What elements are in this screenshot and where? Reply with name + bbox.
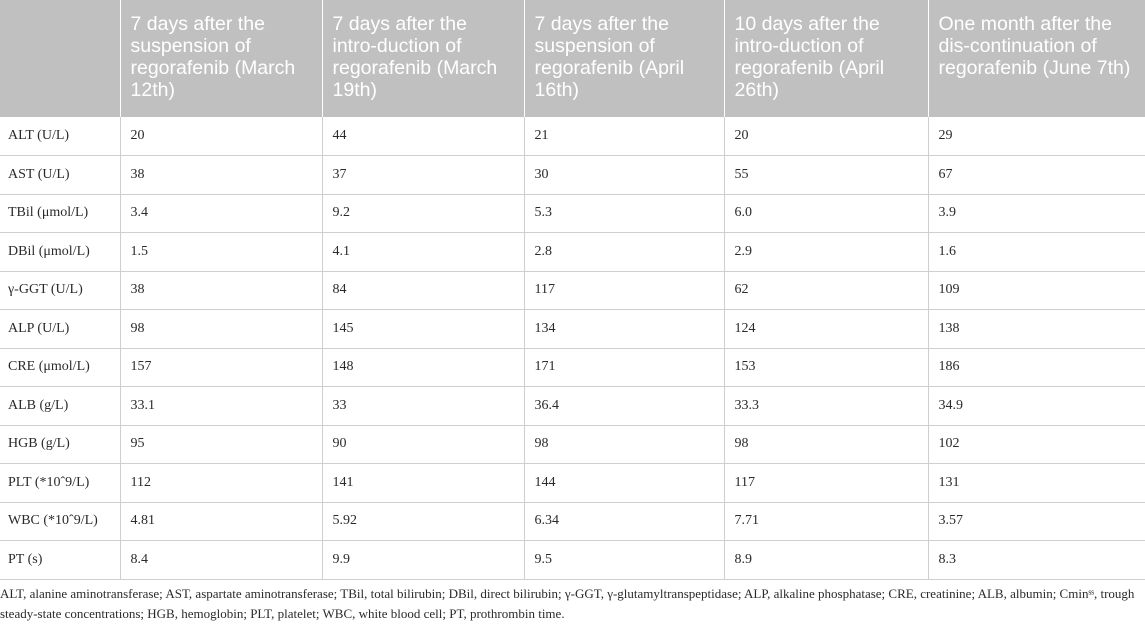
value-cell: 98: [523, 425, 724, 464]
header-cell-empty: [0, 0, 120, 117]
parameter-label-cell: CRE (μmol/L): [0, 348, 120, 387]
value-cell: 29: [927, 117, 1145, 156]
value-cell: 5.92: [321, 502, 524, 541]
value-cell: 33: [321, 386, 524, 426]
value-cell: 102: [927, 425, 1145, 464]
table-row: PLT (*10ˆ9/L) 112 141 144 117 131: [0, 463, 1145, 503]
table-body: ALT (U/L) 20 44 21 20 29 AST (U/L) 38 37 30 55 67 TB…: [0, 117, 1145, 580]
value-cell: 90: [321, 425, 524, 464]
parameter-label-cell: PLT (*10ˆ9/L): [0, 463, 120, 503]
value-cell: 3.57: [927, 502, 1145, 541]
value-cell: 20: [119, 117, 322, 156]
value-cell: 38: [119, 155, 322, 195]
value-cell: 134: [523, 309, 724, 349]
value-cell: 44: [321, 117, 524, 156]
value-cell: 3.4: [119, 194, 322, 233]
value-cell: 33.1: [119, 386, 322, 426]
parameter-label-cell: DBil (μmol/L): [0, 232, 120, 272]
header-cell-june-7: One month after the dis-continuation of …: [927, 0, 1145, 117]
value-cell: 141: [321, 463, 524, 503]
table-row: DBil (μmol/L) 1.5 4.1 2.8 2.9 1.6: [0, 232, 1145, 272]
parameter-label-cell: WBC (*10ˆ9/L): [0, 502, 120, 541]
value-cell: 138: [927, 309, 1145, 349]
table-row: HGB (g/L) 95 90 98 98 102: [0, 425, 1145, 464]
parameter-label-cell: ALT (U/L): [0, 117, 120, 156]
table-row: γ-GGT (U/L) 38 84 117 62 109: [0, 271, 1145, 310]
value-cell: 3.9: [927, 194, 1145, 233]
value-cell: 1.5: [119, 232, 322, 272]
value-cell: 20: [723, 117, 928, 156]
parameter-label-cell: γ-GGT (U/L): [0, 271, 120, 310]
table-row: TBil (μmol/L) 3.4 9.2 5.3 6.0 3.9: [0, 194, 1145, 233]
header-cell-april-26: 10 days after the intro-duction of regor…: [723, 0, 928, 117]
value-cell: 144: [523, 463, 724, 503]
value-cell: 117: [723, 463, 928, 503]
value-cell: 2.9: [723, 232, 928, 272]
value-cell: 38: [119, 271, 322, 310]
value-cell: 112: [119, 463, 322, 503]
value-cell: 8.4: [119, 540, 322, 580]
value-cell: 30: [523, 155, 724, 195]
value-cell: 62: [723, 271, 928, 310]
value-cell: 95: [119, 425, 322, 464]
header-row: 7 days after the suspension of regorafen…: [0, 0, 1145, 117]
table-row: ALP (U/L) 98 145 134 124 138: [0, 309, 1145, 349]
value-cell: 4.1: [321, 232, 524, 272]
value-cell: 84: [321, 271, 524, 310]
table-row: ALT (U/L) 20 44 21 20 29: [0, 117, 1145, 156]
value-cell: 2.8: [523, 232, 724, 272]
parameter-label-cell: ALP (U/L): [0, 309, 120, 349]
parameter-label-cell: AST (U/L): [0, 155, 120, 195]
value-cell: 148: [321, 348, 524, 387]
value-cell: 8.9: [723, 540, 928, 580]
value-cell: 131: [927, 463, 1145, 503]
value-cell: 124: [723, 309, 928, 349]
parameter-label-cell: TBil (μmol/L): [0, 194, 120, 233]
value-cell: 157: [119, 348, 322, 387]
value-cell: 117: [523, 271, 724, 310]
parameter-label-cell: PT (s): [0, 540, 120, 580]
value-cell: 55: [723, 155, 928, 195]
value-cell: 6.34: [523, 502, 724, 541]
value-cell: 98: [119, 309, 322, 349]
value-cell: 5.3: [523, 194, 724, 233]
table-row: PT (s) 8.4 9.9 9.5 8.9 8.3: [0, 540, 1145, 580]
table-row: ALB (g/L) 33.1 33 36.4 33.3 34.9: [0, 386, 1145, 426]
parameter-label-cell: ALB (g/L): [0, 386, 120, 426]
value-cell: 4.81: [119, 502, 322, 541]
value-cell: 33.3: [723, 386, 928, 426]
value-cell: 153: [723, 348, 928, 387]
value-cell: 9.2: [321, 194, 524, 233]
value-cell: 145: [321, 309, 524, 349]
header-cell-march-12: 7 days after the suspension of regorafen…: [119, 0, 322, 117]
table-row: AST (U/L) 38 37 30 55 67: [0, 155, 1145, 195]
value-cell: 9.5: [523, 540, 724, 580]
parameter-label-cell: HGB (g/L): [0, 425, 120, 464]
value-cell: 34.9: [927, 386, 1145, 426]
value-cell: 8.3: [927, 540, 1145, 580]
table-row: CRE (μmol/L) 157 148 171 153 186: [0, 348, 1145, 387]
value-cell: 37: [321, 155, 524, 195]
table-footnote: ALT, alanine aminotransferase; AST, aspa…: [0, 586, 1135, 621]
value-cell: 36.4: [523, 386, 724, 426]
header-cell-march-19: 7 days after the intro-duction of regora…: [321, 0, 524, 117]
value-cell: 109: [927, 271, 1145, 310]
header-cell-april-16: 7 days after the suspension of regorafen…: [523, 0, 724, 117]
value-cell: 171: [523, 348, 724, 387]
value-cell: 7.71: [723, 502, 928, 541]
lab-values-table: 7 days after the suspension of regorafen…: [0, 0, 1145, 580]
value-cell: 21: [523, 117, 724, 156]
table-header: 7 days after the suspension of regorafen…: [0, 0, 1145, 117]
value-cell: 1.6: [927, 232, 1145, 272]
value-cell: 98: [723, 425, 928, 464]
value-cell: 9.9: [321, 540, 524, 580]
value-cell: 186: [927, 348, 1145, 387]
value-cell: 6.0: [723, 194, 928, 233]
table-row: WBC (*10ˆ9/L) 4.81 5.92 6.34 7.71 3.57: [0, 502, 1145, 541]
value-cell: 67: [927, 155, 1145, 195]
